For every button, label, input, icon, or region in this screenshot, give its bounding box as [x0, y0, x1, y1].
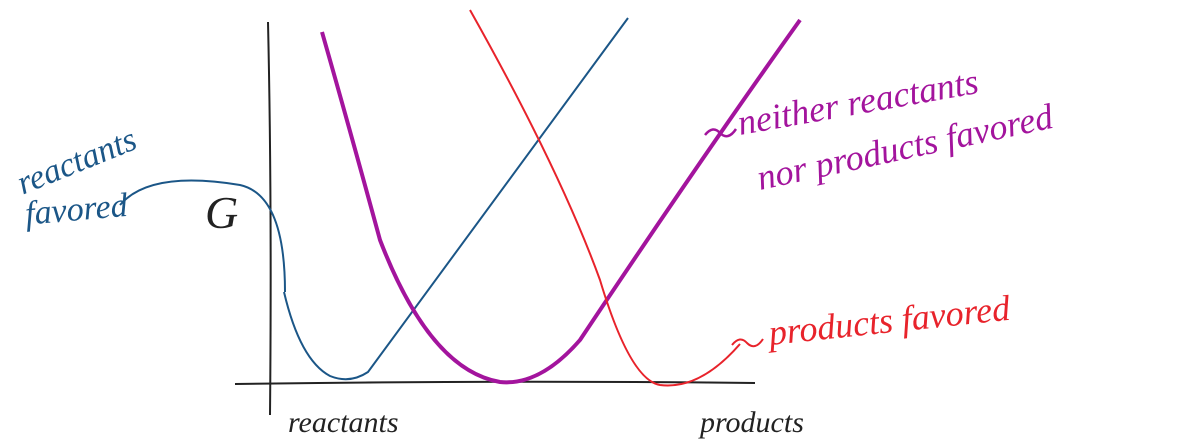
y-label: G [205, 187, 238, 238]
connector [731, 338, 764, 348]
y-axis [267, 21, 272, 416]
curve-label: favored [24, 187, 130, 233]
x-end-label: products [698, 406, 804, 439]
x-start-label: reactants [288, 406, 399, 439]
curve-neither-favored [320, 18, 802, 385]
connector [119, 179, 286, 293]
connector [704, 128, 738, 138]
curve-products-favored [469, 9, 741, 387]
curve-label: products favored [764, 288, 1013, 354]
curve-reactants-favored [283, 17, 629, 381]
